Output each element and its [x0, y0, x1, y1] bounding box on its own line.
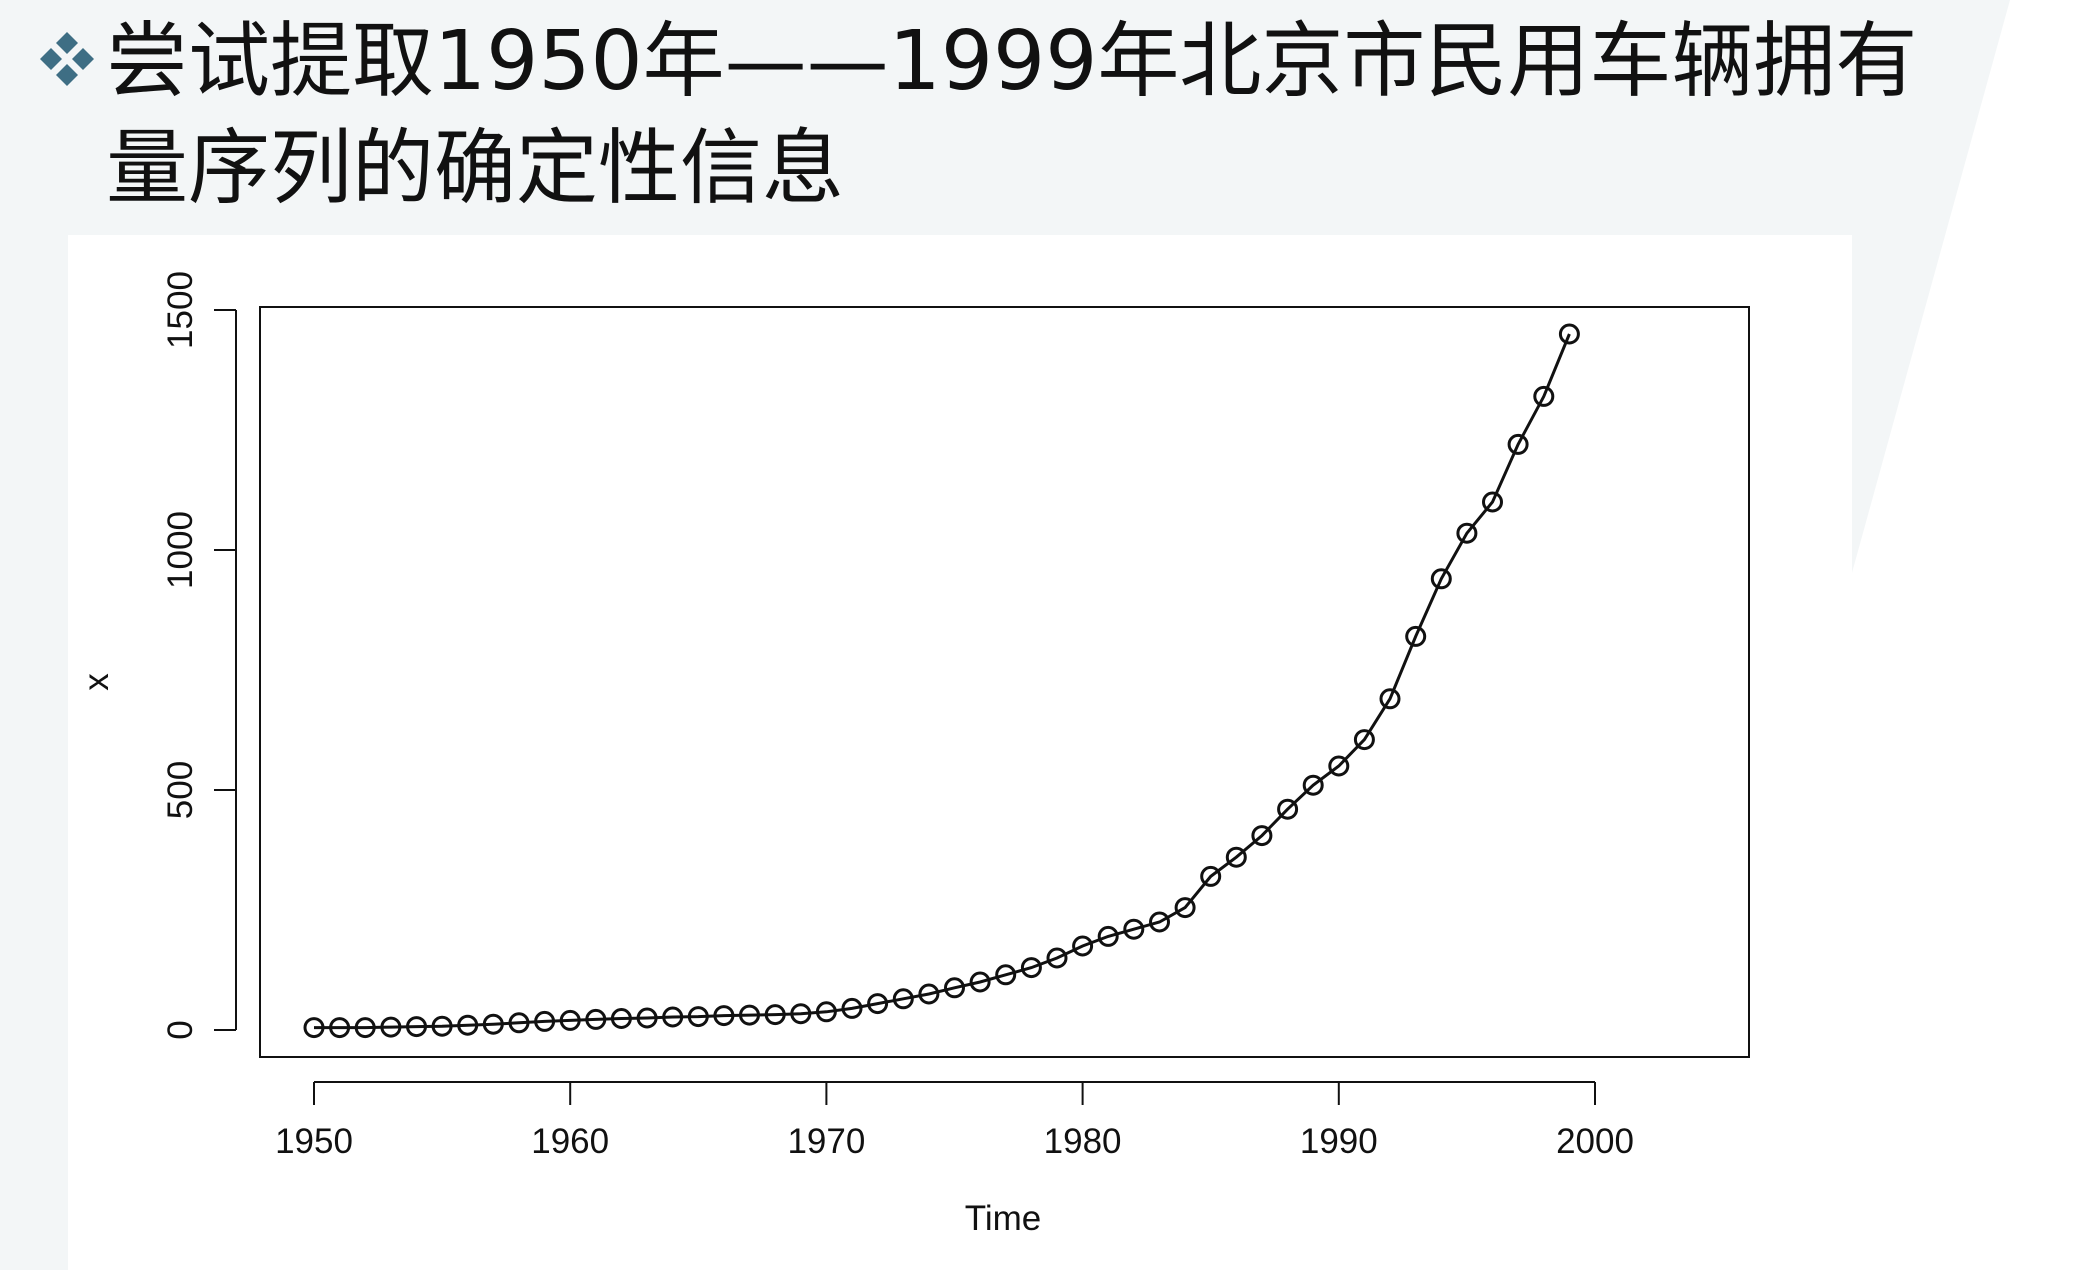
x-tick-label: 1980	[1044, 1122, 1122, 1161]
data-point	[380, 1016, 402, 1038]
chart-panel: 1950 1960 1970 1980 1990 2000 0 500 1000 1500 Ti…	[68, 235, 1852, 1270]
data-point	[457, 1014, 479, 1036]
data-point	[636, 1007, 658, 1029]
slide-title-line-2: 量序列的确定性信息	[106, 121, 845, 216]
plot-frame	[259, 306, 1750, 1058]
data-point	[1430, 568, 1452, 590]
data-point	[303, 1017, 325, 1039]
data-point	[534, 1010, 556, 1032]
data-point	[482, 1013, 504, 1035]
data-point	[1149, 911, 1170, 933]
data-point	[944, 977, 965, 999]
x-tick-label: 2000	[1556, 1122, 1634, 1161]
data-point	[892, 988, 914, 1010]
data-point	[1046, 947, 1068, 969]
data-point	[1072, 935, 1094, 957]
data-point	[1507, 433, 1529, 455]
data-point	[995, 964, 1017, 986]
data-point	[713, 1005, 735, 1027]
data-point	[1558, 323, 1580, 345]
x-tick-label: 1960	[531, 1122, 609, 1161]
x-axis-title: Time	[965, 1199, 1041, 1238]
data-point	[1277, 798, 1299, 820]
data-point	[1456, 522, 1478, 544]
data-point	[329, 1017, 351, 1039]
x-tick-label: 1990	[1300, 1122, 1378, 1161]
data-point	[559, 1009, 581, 1031]
diamond-cluster-icon	[40, 32, 94, 86]
data-point	[969, 971, 991, 993]
data-point	[1353, 729, 1375, 751]
data-point	[1405, 625, 1427, 647]
data-point	[1020, 957, 1042, 979]
y-tick-label: 0	[161, 1020, 200, 1039]
data-point	[508, 1012, 530, 1034]
data-point	[585, 1008, 607, 1030]
series-line	[314, 333, 1571, 1030]
data-point	[841, 997, 863, 1019]
y-axis: 0 500 1000 1500	[161, 271, 237, 1040]
data-point	[1533, 385, 1555, 407]
x-axis: 1950 1960 1970 1980 1990 2000	[275, 1081, 1634, 1161]
data-point	[354, 1017, 376, 1039]
data-point	[1225, 846, 1247, 868]
data-point	[431, 1015, 453, 1037]
slide-title-line-1: 尝试提取1950年——1999年北京市民用车辆拥有	[106, 14, 1918, 109]
data-point	[918, 983, 940, 1005]
data-point	[610, 1008, 632, 1029]
data-point	[1482, 491, 1503, 513]
x-tick-label: 1950	[275, 1122, 353, 1161]
data-point	[1251, 825, 1273, 847]
data-point	[1174, 897, 1196, 919]
data-point	[687, 1006, 709, 1028]
data-point	[764, 1004, 786, 1026]
x-tick-label: 1970	[787, 1122, 865, 1161]
data-point	[662, 1006, 684, 1028]
y-tick-label: 500	[161, 761, 200, 819]
series-points	[303, 323, 1580, 1039]
data-point	[1200, 865, 1222, 887]
data-point	[1328, 755, 1350, 777]
data-point	[1097, 925, 1119, 947]
data-point	[739, 1004, 760, 1026]
data-point	[815, 1001, 837, 1023]
y-tick-label: 1500	[161, 271, 200, 349]
data-point	[1302, 774, 1324, 796]
y-axis-title: x	[77, 673, 116, 691]
data-point	[867, 993, 889, 1015]
data-point	[1379, 688, 1401, 710]
data-point	[1123, 918, 1145, 940]
data-point	[790, 1003, 812, 1025]
data-point	[406, 1016, 427, 1038]
line-chart: 1950 1960 1970 1980 1990 2000 0 500 1000 1500 Ti…	[77, 271, 1750, 1238]
y-tick-label: 1000	[161, 511, 200, 589]
